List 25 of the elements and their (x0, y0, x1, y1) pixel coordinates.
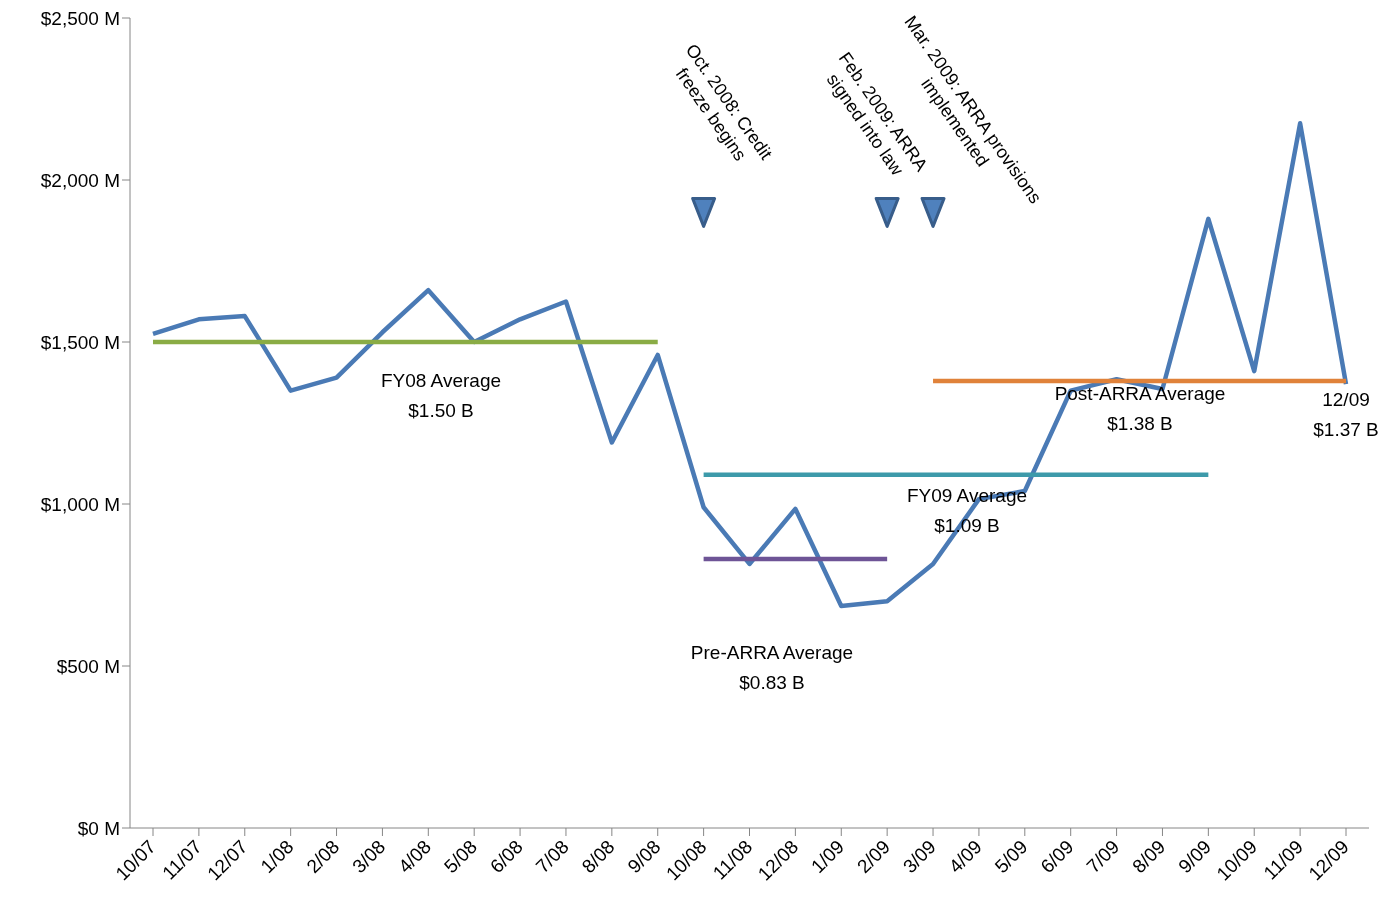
y-tick-label: $500 M (56, 655, 120, 677)
x-tick-label: 1/08 (256, 835, 298, 877)
x-tick-label: 6/09 (1036, 835, 1078, 877)
y-tick-label: $2,000 M (40, 169, 120, 191)
x-tick-label: 3/09 (898, 835, 940, 877)
x-tick-label: 4/08 (394, 835, 436, 877)
x-tick-label: 9/08 (623, 835, 665, 877)
x-tick-label: 5/09 (990, 835, 1032, 877)
x-tick-label: 9/09 (1174, 835, 1216, 877)
x-tick-label: 1/09 (807, 835, 849, 877)
x-tick-label: 7/09 (1082, 835, 1124, 877)
annotation: 12/09 $1.37 B (1313, 389, 1379, 440)
y-tick-label: $2,500 M (40, 7, 120, 29)
annotation: Pre-ARRA Average $0.83 B (690, 642, 854, 693)
x-tick-label: 5/08 (440, 835, 482, 877)
y-tick-label: $0 M (77, 817, 120, 839)
y-tick-label: $1,000 M (40, 493, 120, 515)
y-tick-label: $1,500 M (40, 331, 120, 353)
x-tick-label: 6/08 (485, 835, 527, 877)
x-tick-label: 3/08 (348, 835, 390, 877)
x-tick-label: 7/08 (531, 835, 573, 877)
annotation: FY08 Average $1.50 B (380, 370, 502, 421)
x-tick-label: 8/08 (577, 835, 619, 877)
x-tick-label: 8/09 (1128, 835, 1170, 877)
x-tick-label: 4/09 (944, 835, 986, 877)
